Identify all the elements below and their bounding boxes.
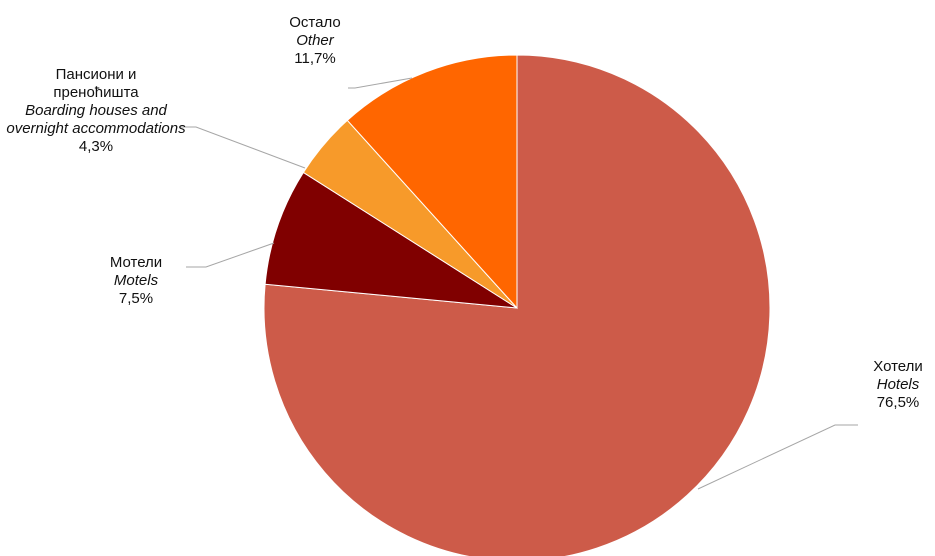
label-motels-value: 7,5% xyxy=(118,290,154,307)
slice-other xyxy=(346,54,518,310)
label-boarding-houses-value: 4,3% xyxy=(78,138,114,155)
label-motels: Мотели Motels 7,5% xyxy=(96,254,176,308)
label-motels-sr: Мотели xyxy=(109,254,163,271)
slice-motels xyxy=(264,171,518,309)
label-boarding-houses-sr: Пансиони и преноћишта xyxy=(53,66,139,101)
label-other-sr: Остало xyxy=(289,14,341,31)
label-hotels-value: 76,5% xyxy=(876,394,920,411)
label-motels-en: Motels xyxy=(113,272,159,289)
label-hotels-sr: Хотели xyxy=(873,358,923,375)
label-hotels: Хотели Hotels 76,5% xyxy=(858,358,935,412)
label-other: Остало Other 11,7% xyxy=(272,14,358,68)
label-boarding-houses: Пансиони и преноћишта Boarding houses an… xyxy=(6,66,186,156)
leader-line-other xyxy=(348,77,413,89)
leader-line-boarding-houses xyxy=(180,126,306,169)
label-hotels-en: Hotels xyxy=(876,376,920,393)
leader-lines xyxy=(180,77,858,490)
label-boarding-houses-en: Boarding houses and overnight accommodat… xyxy=(6,102,186,137)
leader-line-motels xyxy=(186,242,275,268)
pie-slices xyxy=(263,54,771,556)
leader-line-hotels xyxy=(697,424,858,490)
label-other-en: Other xyxy=(296,32,334,49)
label-other-value: 11,7% xyxy=(294,50,336,67)
